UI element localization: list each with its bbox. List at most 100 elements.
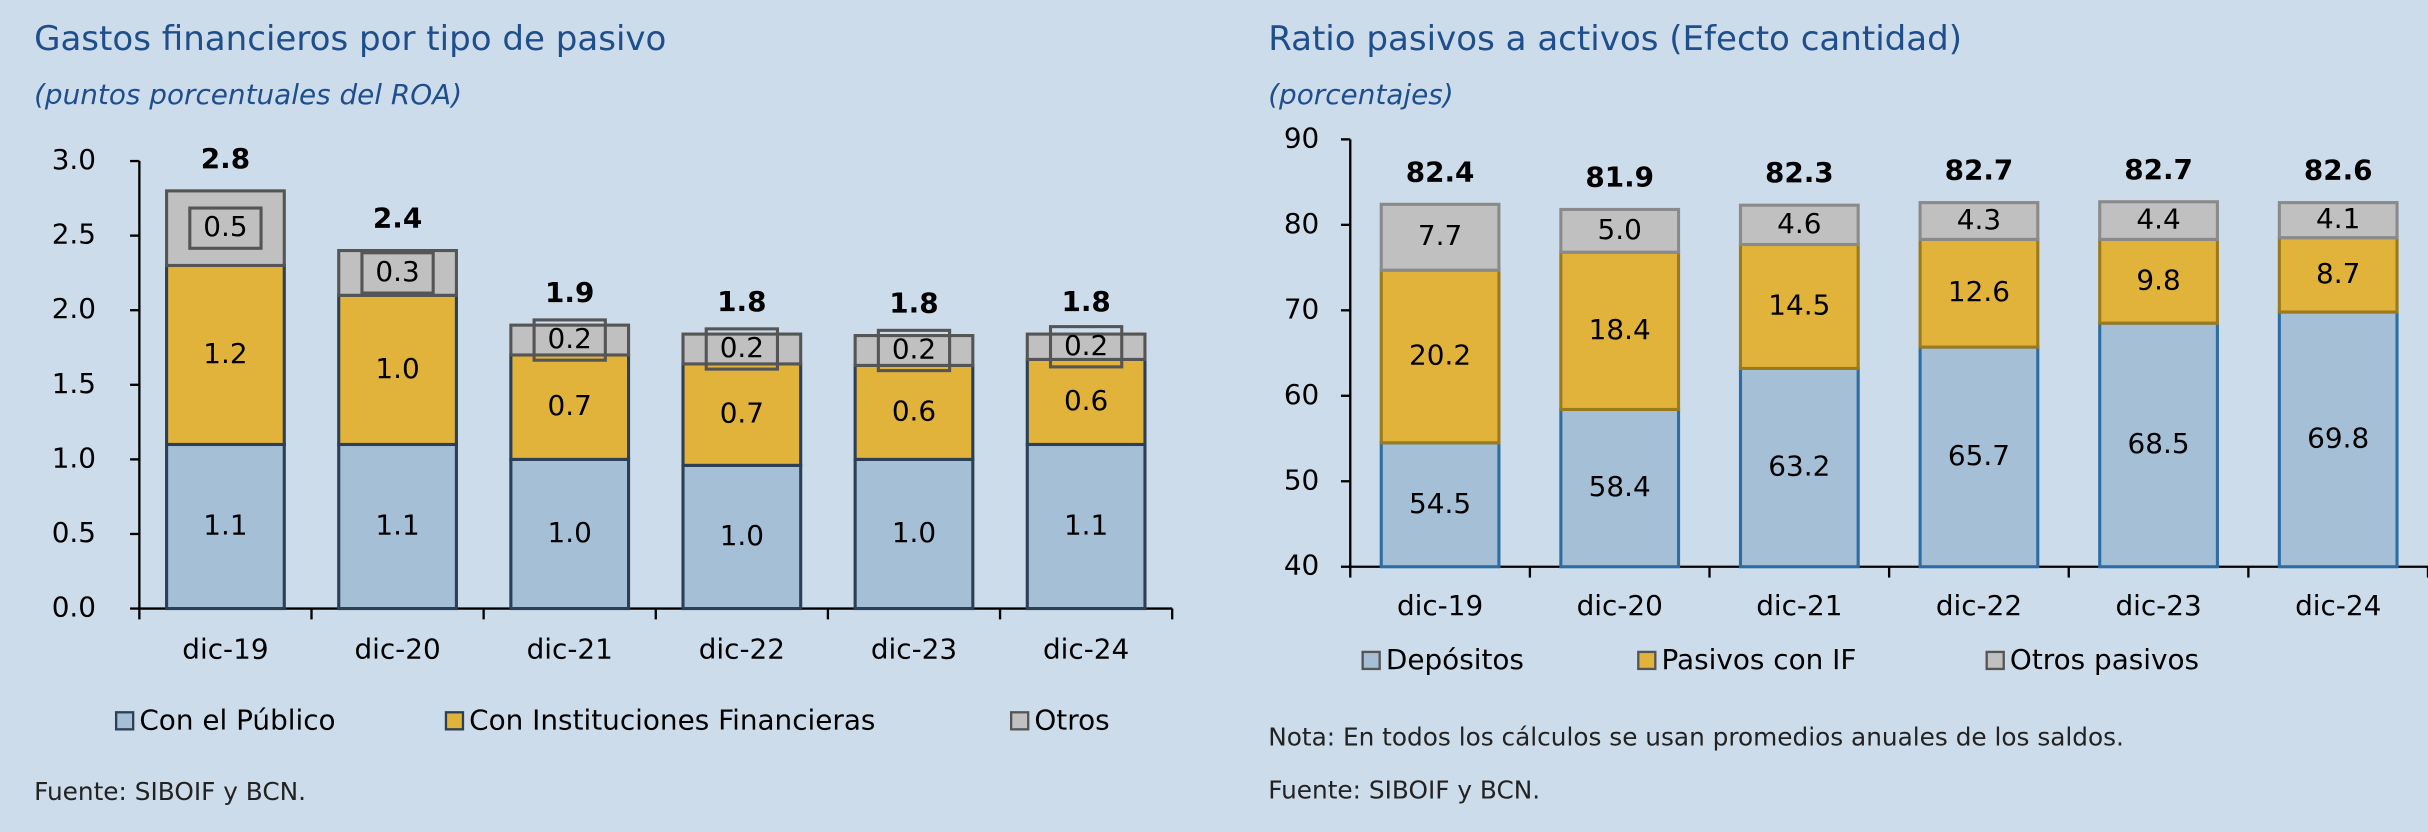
y-tick-label: 90 — [1284, 121, 1319, 154]
bar-segment — [337, 293, 458, 447]
y-tick-label: 50 — [1284, 463, 1319, 496]
label-box — [704, 327, 780, 371]
x-tick-label: dic-20 — [1577, 589, 1663, 622]
total-label: 82.7 — [1945, 154, 2014, 187]
value-label: 69.8 — [2307, 421, 2369, 454]
bar-segment — [1379, 202, 1501, 272]
bar-segment — [337, 248, 458, 297]
value-label: 0.7 — [548, 389, 592, 422]
source: Fuente: SIBOIF y BCN. — [34, 777, 306, 806]
value-label: 5.0 — [1598, 213, 1642, 246]
total-label: 1.9 — [545, 276, 594, 309]
bar-segment — [1379, 268, 1501, 445]
value-label: 68.5 — [2128, 427, 2190, 460]
bar-segment — [681, 332, 803, 366]
label-box — [188, 206, 263, 250]
bar-segment — [509, 323, 631, 357]
legend-swatch — [1009, 711, 1030, 731]
total-label: 82.6 — [2304, 154, 2373, 187]
value-label: 0.6 — [1064, 384, 1108, 417]
value-label: 0.3 — [375, 255, 419, 288]
y-tick-label: 70 — [1284, 292, 1319, 325]
value-label: 1.0 — [548, 516, 592, 549]
x-tick-label: dic-24 — [2295, 589, 2381, 622]
note: Nota: En todos los cálculos se usan prom… — [1268, 723, 2124, 752]
label-box — [1048, 325, 1124, 369]
y-tick-label: 40 — [1284, 549, 1319, 582]
bar-segment — [1918, 201, 2040, 241]
value-label: 58.4 — [1589, 470, 1651, 503]
bar-segment — [2277, 236, 2399, 314]
bar-segment — [2277, 201, 2399, 240]
bar-segment — [1559, 250, 1681, 412]
total-label: 1.8 — [889, 287, 938, 320]
value-label: 0.2 — [1064, 329, 1108, 362]
value-label: 8.7 — [2316, 257, 2360, 290]
total-label: 81.9 — [1585, 160, 1654, 193]
legend-swatch — [1361, 650, 1381, 671]
chart-title: Ratio pasivos a activos (Efecto cantidad… — [1268, 19, 1962, 59]
bar-segment — [2277, 310, 2399, 569]
value-label: 0.7 — [720, 397, 764, 430]
label-box — [876, 328, 952, 373]
source: Fuente: SIBOIF y BCN. — [1268, 775, 1540, 804]
legend-label: Otros pasivos — [2010, 643, 2199, 676]
x-tick-label: dic-21 — [1756, 589, 1842, 622]
bar-segment — [165, 189, 286, 268]
x-tick-label: dic-24 — [1043, 632, 1129, 665]
bar-segment — [681, 463, 803, 611]
value-label: 0.2 — [548, 322, 592, 355]
y-tick-label: 2.0 — [52, 292, 96, 325]
bar-segment — [2098, 200, 2219, 241]
x-tick-label: dic-23 — [2115, 589, 2201, 622]
x-tick-label: dic-21 — [527, 632, 613, 665]
value-label: 14.5 — [1768, 288, 1830, 321]
value-label: 20.2 — [1409, 338, 1471, 371]
value-label: 4.3 — [1957, 203, 2001, 236]
value-label: 0.5 — [203, 210, 247, 243]
value-label: 0.2 — [720, 331, 764, 364]
bar-segment — [2098, 237, 2219, 325]
label-box — [532, 318, 607, 362]
x-tick-label: dic-20 — [354, 632, 440, 665]
bar-segment — [1738, 366, 1860, 569]
value-label: 12.6 — [1948, 275, 2010, 308]
total-label: 2.4 — [373, 202, 422, 235]
total-label: 1.8 — [1061, 285, 1110, 318]
total-label: 2.8 — [201, 142, 250, 175]
bar-segment — [1918, 237, 2040, 349]
value-label: 7.7 — [1418, 219, 1462, 252]
value-label: 0.6 — [892, 394, 936, 427]
value-label: 54.5 — [1409, 487, 1471, 520]
legend-label: Con el Público — [139, 704, 335, 737]
legend-swatch — [444, 711, 465, 731]
bar-segment — [1918, 345, 2040, 569]
value-label: 1.2 — [203, 337, 247, 370]
x-tick-label: dic-19 — [182, 632, 268, 665]
y-tick-label: 1.5 — [52, 367, 96, 400]
legend-swatch — [1637, 650, 1657, 671]
value-label: 9.8 — [2136, 263, 2180, 296]
bar-segment — [1025, 357, 1147, 447]
total-label: 1.8 — [717, 285, 766, 318]
legend-label: Pasivos con IF — [1662, 643, 1857, 676]
value-label: 1.1 — [375, 509, 419, 542]
y-tick-label: 0.0 — [52, 591, 96, 624]
value-label: 1.0 — [720, 519, 764, 552]
y-tick-label: 1.0 — [52, 441, 96, 474]
value-label: 4.1 — [2316, 202, 2360, 235]
legend-label: Con Instituciones Financieras — [469, 704, 875, 737]
x-tick-label: dic-22 — [699, 632, 785, 665]
value-label: 1.0 — [375, 352, 419, 385]
total-label: 82.4 — [1406, 155, 1475, 188]
value-label: 1.1 — [1064, 509, 1108, 542]
value-label: 65.7 — [1948, 439, 2010, 472]
bar-segment — [853, 334, 975, 367]
chart-title: Gastos financieros por tipo de pasivo — [34, 19, 666, 59]
value-label: 0.2 — [892, 332, 936, 365]
legend-label: Depósitos — [1386, 643, 1524, 676]
bar-segment — [337, 442, 458, 611]
x-tick-label: dic-22 — [1936, 589, 2022, 622]
label-box — [360, 251, 435, 295]
